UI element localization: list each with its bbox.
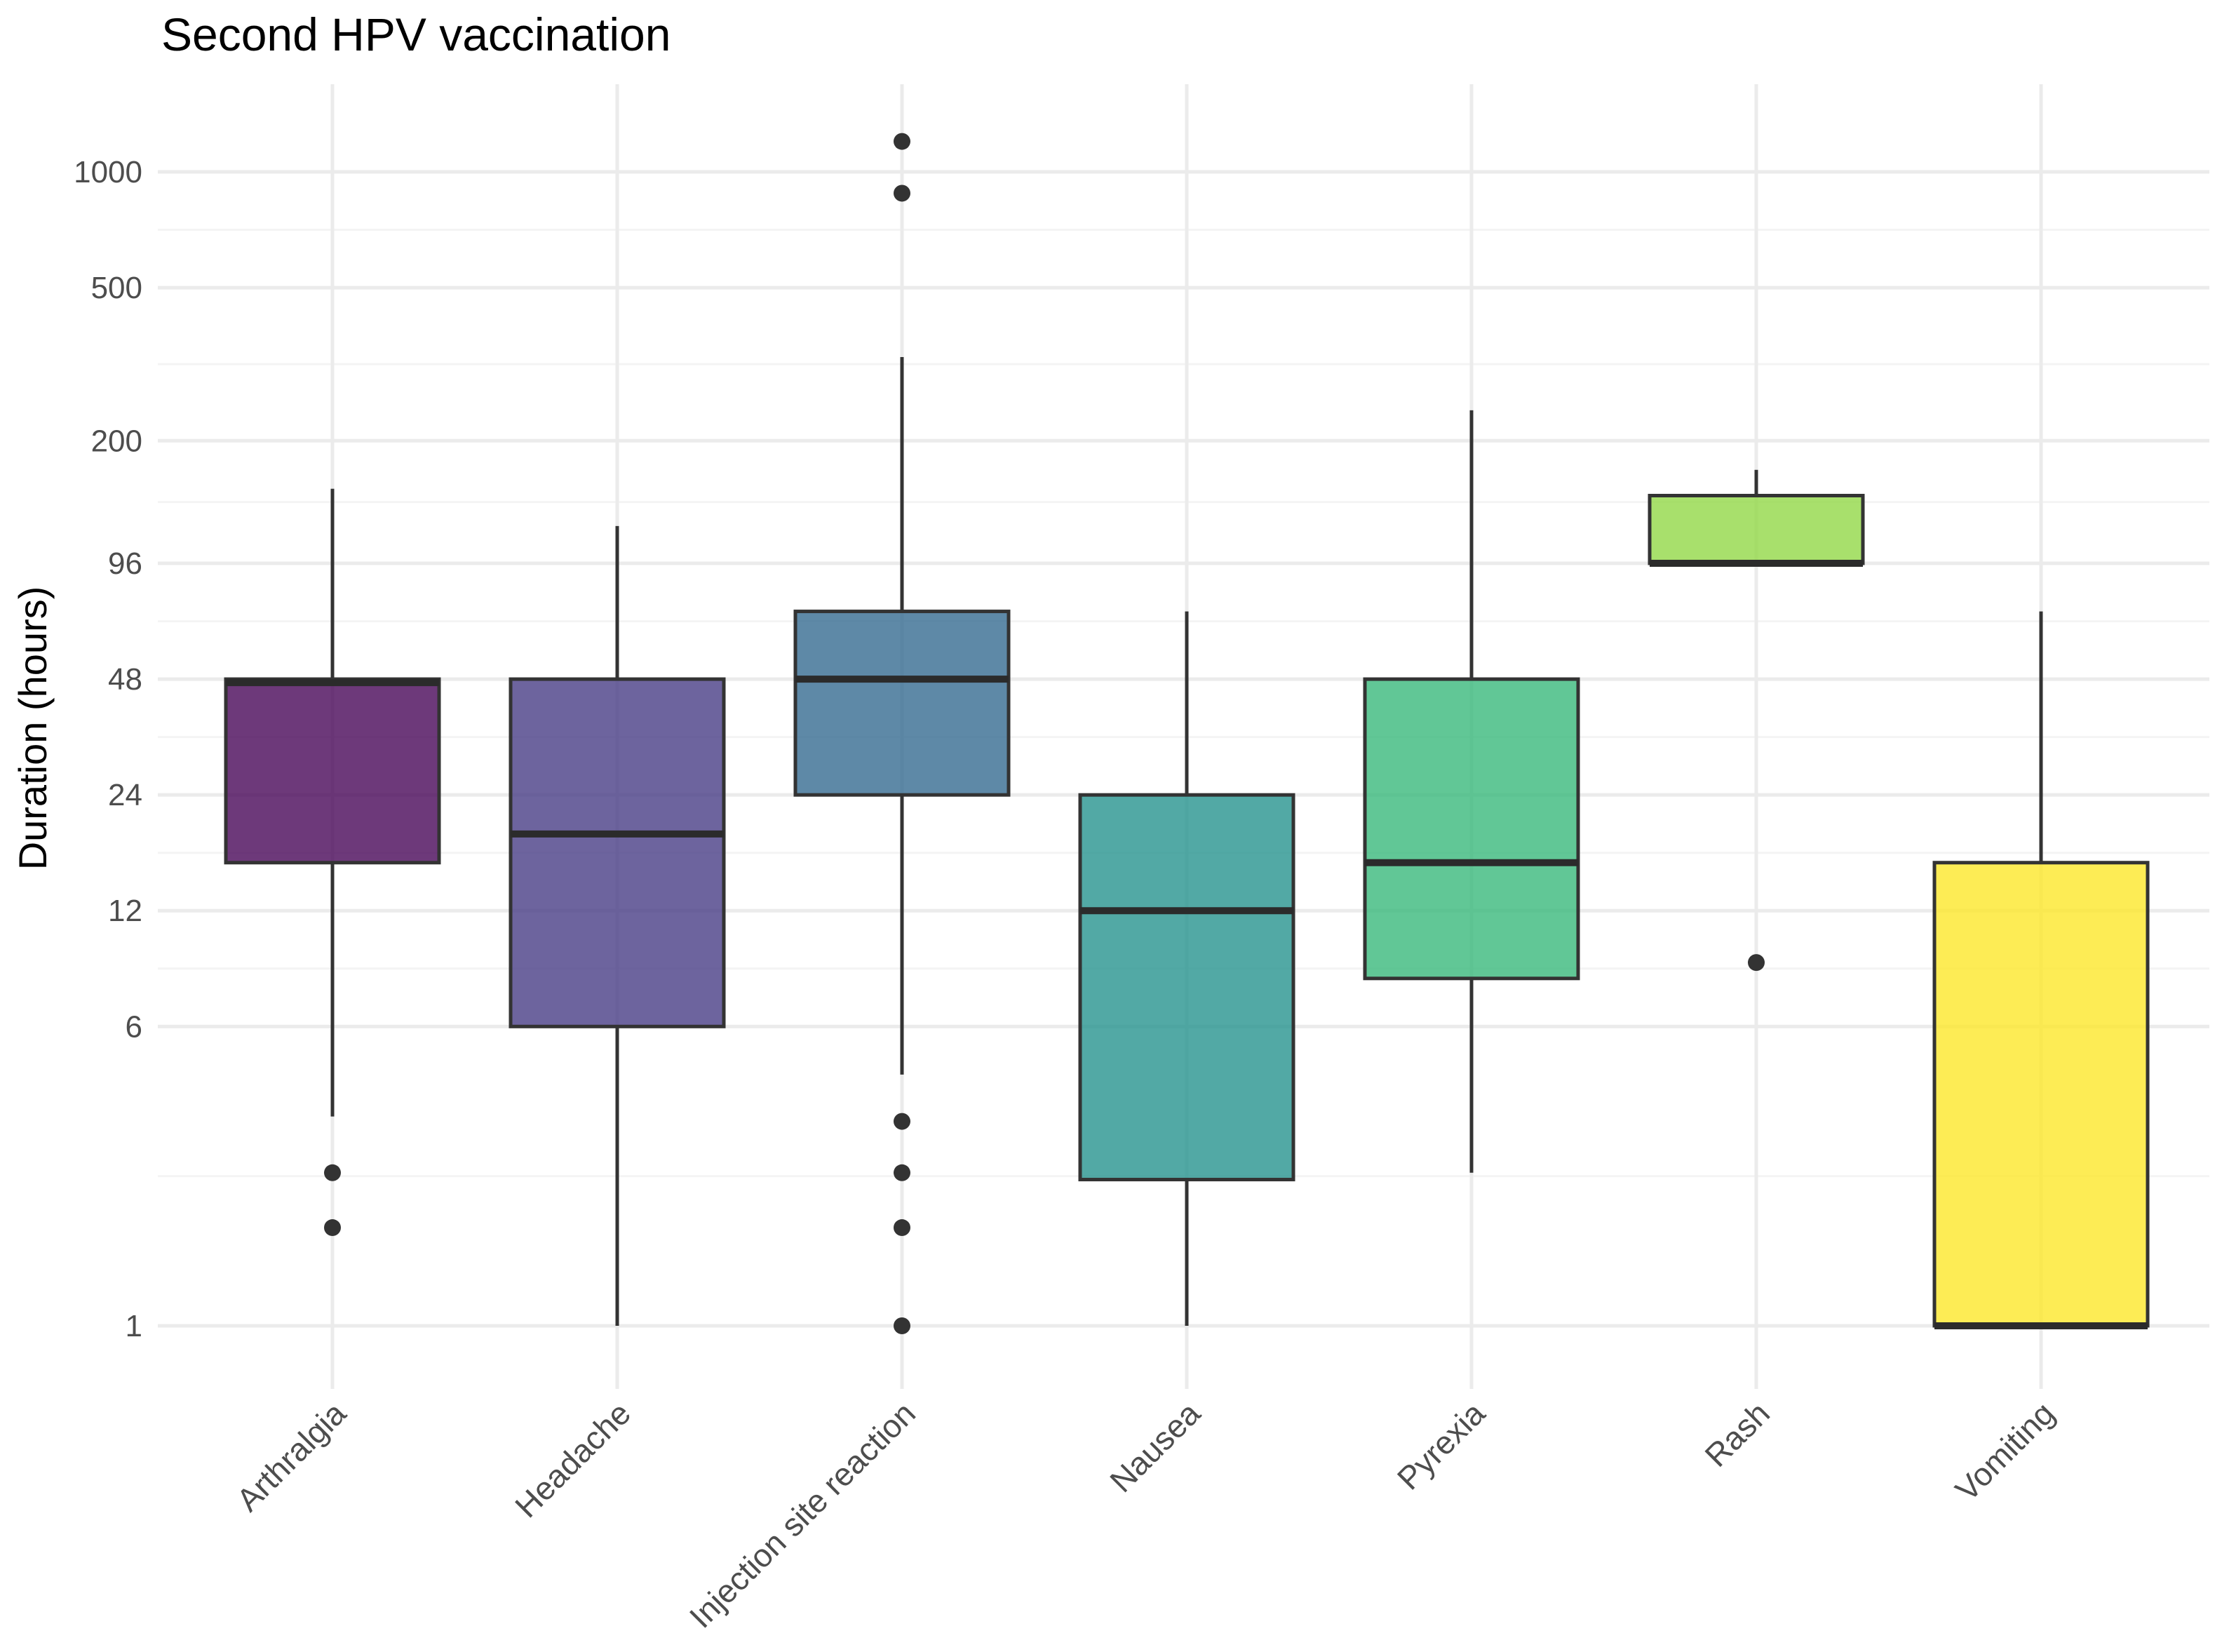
x-tick-label: Pyrexia (1390, 1395, 1493, 1497)
x-tick-label: Headache (508, 1395, 638, 1524)
iqr-box (509, 677, 726, 1028)
y-tick-label: 24 (108, 778, 142, 812)
outlier-point (894, 133, 910, 150)
x-tick-label: Nausea (1103, 1395, 1207, 1499)
outlier-point (894, 184, 910, 202)
iqr-box (1078, 793, 1295, 1182)
iqr-box (224, 677, 441, 865)
y-tick-label: 12 (108, 894, 142, 928)
box-vomiting (1932, 611, 2150, 1329)
outlier-point (894, 1219, 910, 1237)
x-tick-label: Arthralgia (229, 1395, 353, 1518)
outlier-point (324, 1219, 341, 1237)
iqr-box (1363, 677, 1580, 981)
x-tick-label: Injection site reaction (682, 1395, 922, 1634)
x-tick-label: Rash (1697, 1395, 1777, 1474)
box-nausea (1078, 611, 1295, 1326)
grid-lines (158, 84, 2209, 1389)
iqr-box (793, 610, 1011, 797)
box-arthralgia (224, 488, 441, 1237)
x-axis-ticks: Arthralgia Headache Injection site reactio… (229, 1395, 2061, 1635)
y-tick-label: 200 (91, 424, 142, 458)
box-group (224, 133, 2150, 1334)
y-tick-label: 48 (108, 662, 142, 697)
outlier-point (324, 1164, 341, 1181)
box-headache (509, 525, 726, 1326)
outlier-point (1748, 954, 1765, 972)
outlier-point (894, 1317, 910, 1334)
outlier-point (894, 1164, 910, 1181)
y-tick-label: 1000 (74, 155, 142, 189)
box-rash (1648, 469, 1865, 972)
x-tick-label: Vomiting (1948, 1395, 2062, 1508)
box-pyrexia (1363, 410, 1580, 1173)
y-tick-label: 6 (126, 1009, 142, 1044)
iqr-box (1648, 493, 1865, 565)
box-injection-site-reaction (793, 133, 1011, 1334)
y-tick-label: 500 (91, 271, 142, 305)
y-tick-label: 96 (108, 546, 142, 581)
y-tick-label: 1 (126, 1309, 142, 1343)
outlier-point (894, 1113, 910, 1130)
iqr-box (1932, 861, 2150, 1328)
chart-title: Second HPV vaccination (161, 8, 671, 60)
y-axis-ticks: 1 6 12 24 48 96 200 500 1000 (74, 155, 142, 1343)
y-axis-label: Duration (hours) (11, 586, 55, 871)
